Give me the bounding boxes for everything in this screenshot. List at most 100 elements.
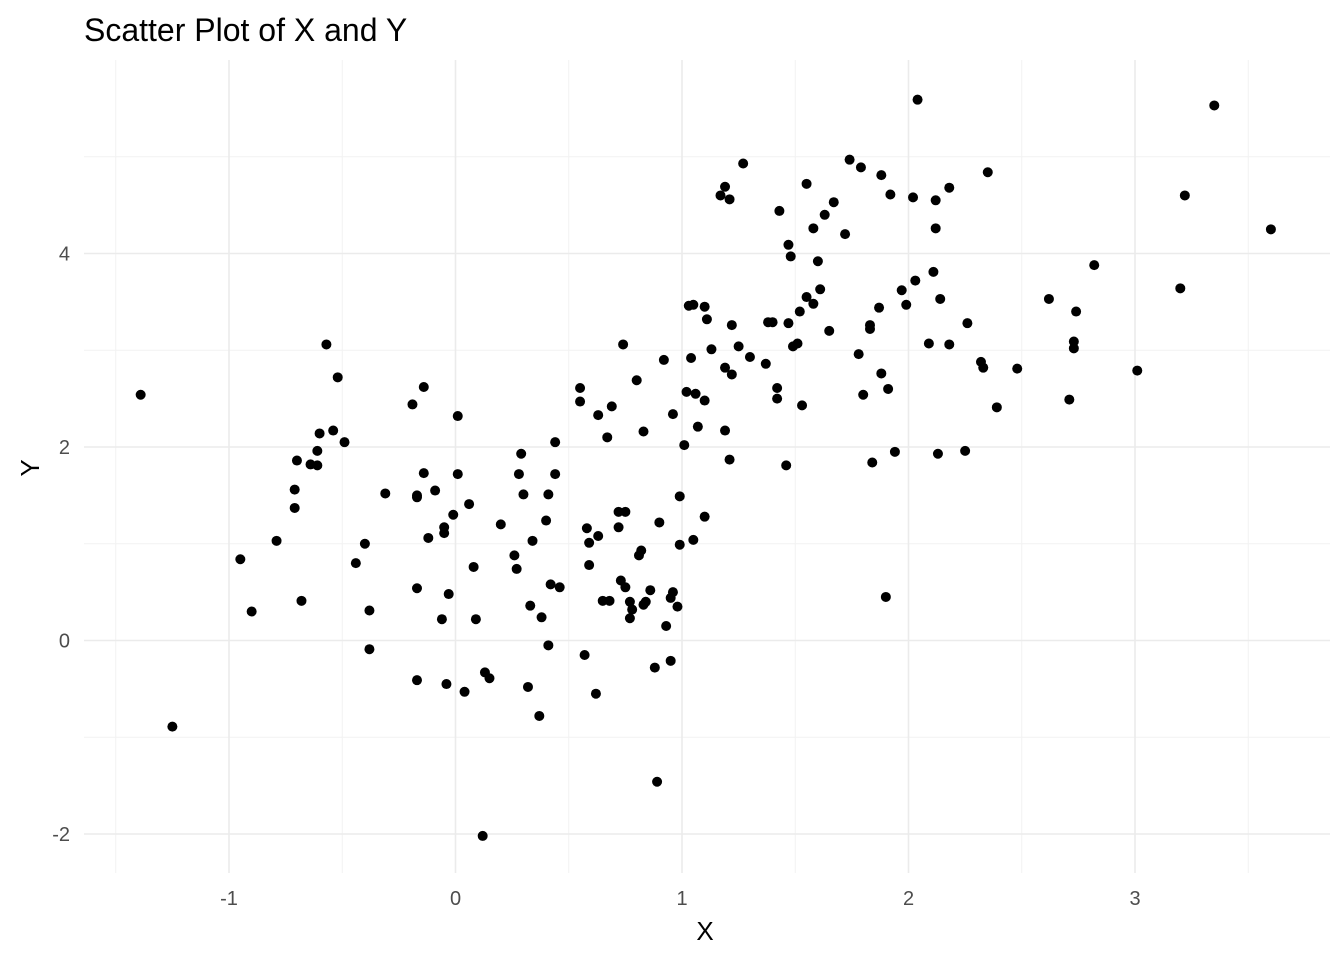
data-point [679,440,689,450]
data-point [419,468,429,478]
data-point [992,402,1002,412]
data-point [808,299,818,309]
data-point [584,560,594,570]
data-point [340,437,350,447]
data-point [469,562,479,572]
data-point [908,192,918,202]
data-point [691,389,701,399]
data-point [419,382,429,392]
data-point [944,339,954,349]
data-point [774,206,784,216]
data-point [700,302,710,312]
data-point [441,679,451,689]
data-point [928,267,938,277]
data-point [666,656,676,666]
x-tick-label: 2 [903,888,914,910]
data-point [1012,364,1022,374]
data-point [591,689,601,699]
data-point [290,485,300,495]
data-point [824,326,834,336]
data-point [840,229,850,239]
data-point [412,583,422,593]
data-point [802,179,812,189]
data-point [783,318,793,328]
y-tick-label: -2 [52,824,70,846]
data-point [407,399,417,409]
data-point [1132,366,1142,376]
data-point [883,384,893,394]
data-point [783,240,793,250]
data-point [706,344,716,354]
data-point [315,428,325,438]
data-point [453,411,463,421]
data-point [514,469,524,479]
data-point [638,427,648,437]
data-point [555,582,565,592]
data-point [292,456,302,466]
tick-labels: -1 0 1 2 3 -2 0 2 4 [52,244,1140,911]
data-point [321,339,331,349]
data-point [668,409,678,419]
data-point [575,383,585,393]
data-point [525,601,535,611]
data-point [412,492,422,502]
y-axis-title: Y [15,459,45,476]
data-point [813,256,823,266]
data-point [761,359,771,369]
data-point [625,613,635,623]
data-point [484,673,494,683]
data-point [854,349,864,359]
data-point [672,602,682,612]
data-point [688,300,698,310]
data-point [546,579,556,589]
data-point [738,159,748,169]
data-point [430,486,440,496]
data-point [808,223,818,233]
data-point [962,318,972,328]
data-point [516,449,526,459]
data-point [820,210,830,220]
chart-title: Scatter Plot of X and Y [84,12,407,48]
data-point [645,585,655,595]
data-point [247,606,257,616]
data-point [693,422,703,432]
data-point [328,426,338,436]
data-point [856,162,866,172]
data-point [795,307,805,317]
data-point [890,447,900,457]
data-point [575,397,585,407]
data-point [512,564,522,574]
data-point [364,644,374,654]
data-point [1071,307,1081,317]
data-point [910,276,920,286]
data-point [944,183,954,193]
data-point [897,285,907,295]
data-point [509,550,519,560]
data-point [478,831,488,841]
data-point [867,457,877,467]
data-point [876,368,886,378]
data-point [786,251,796,261]
data-point [793,338,803,348]
data-point [412,675,422,685]
data-point [439,528,449,538]
data-point [471,614,481,624]
data-point [675,491,685,501]
data-point [448,510,458,520]
data-point [727,369,737,379]
data-point [772,383,782,393]
data-points [136,95,1276,841]
data-point [885,189,895,199]
y-tick-label: 4 [59,244,70,266]
data-point [1064,395,1074,405]
data-point [768,317,778,327]
data-point [534,711,544,721]
data-point [650,663,660,673]
data-point [858,390,868,400]
data-point [496,519,506,529]
data-point [528,536,538,546]
data-point [453,469,463,479]
data-point [614,522,624,532]
data-point [593,531,603,541]
